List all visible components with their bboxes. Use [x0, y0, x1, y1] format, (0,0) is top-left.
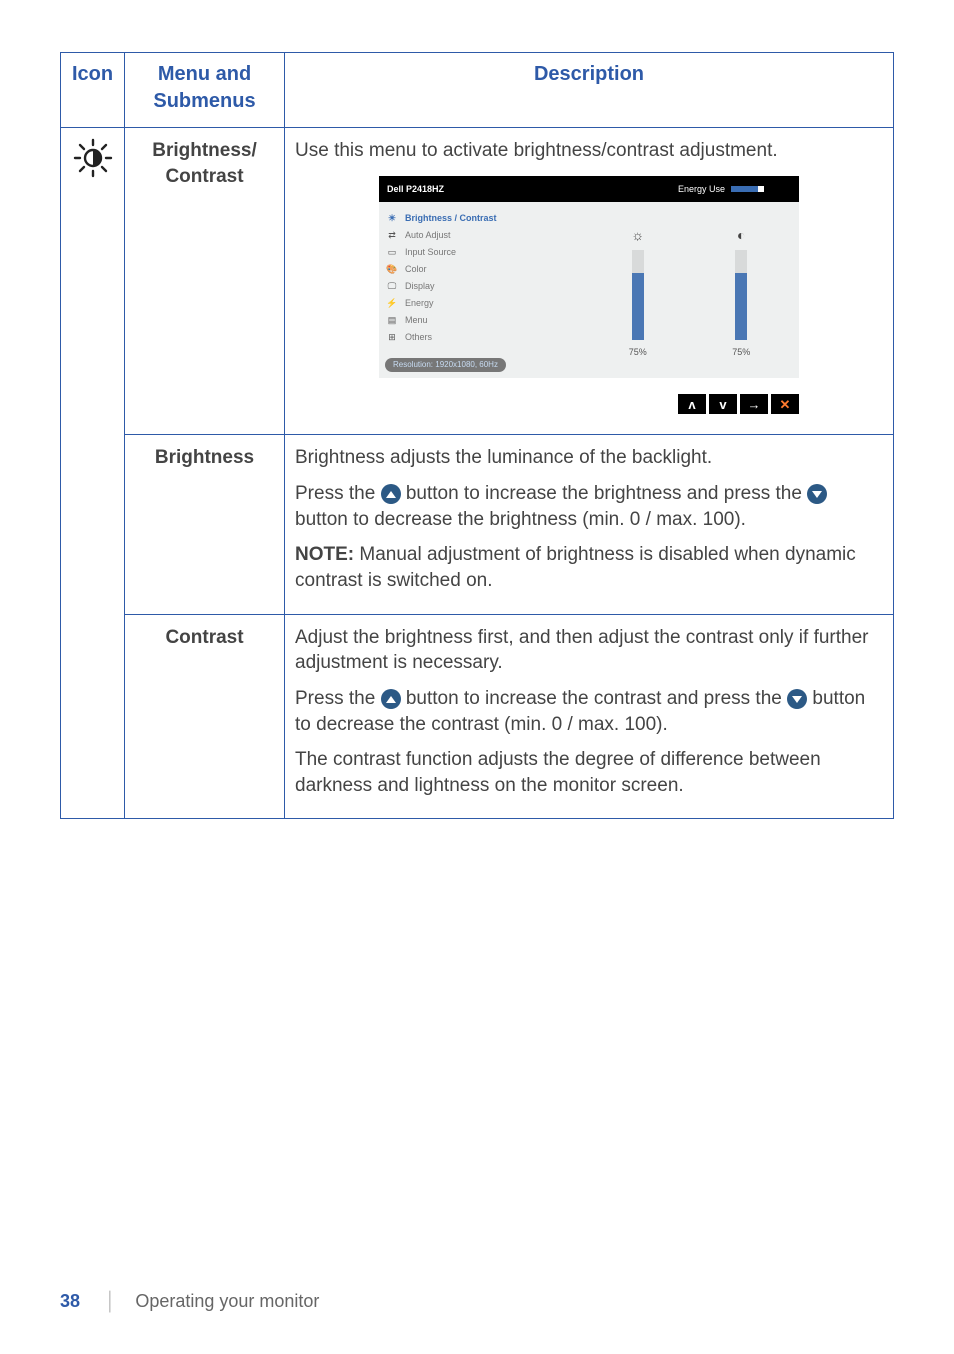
contrast-value: 75%	[732, 346, 750, 358]
page-footer: 38 │ Operating your monitor	[60, 1291, 319, 1312]
osd-menu-list: ☀Brightness / Contrast ⇄Auto Adjust ▭Inp…	[379, 202, 580, 379]
contrast-bar	[735, 250, 747, 340]
brightness-icon	[73, 138, 113, 178]
osd-item-others: ⊞Others	[385, 329, 574, 346]
osd-model: Dell P2418HZ	[387, 183, 444, 195]
header-description: Description	[285, 53, 894, 128]
brightness-p2: Press the button to increase the brightn…	[295, 481, 883, 532]
osd-energy-bar	[731, 186, 791, 192]
osd-item-menu: ▤Menu	[385, 312, 574, 329]
brightness-note: NOTE: Manual adjustment of brightness is…	[295, 542, 883, 593]
osd-screenshot: Dell P2418HZ Energy Use ☀Brightness / Co…	[379, 176, 799, 415]
brightness-glyph-icon: ☼	[631, 226, 644, 245]
contrast-p1: Adjust the brightness first, and then ad…	[295, 625, 883, 676]
contrast-glyph-icon: ◐	[737, 226, 745, 245]
osd-close-button: ✕	[771, 394, 799, 414]
note-label: NOTE:	[295, 544, 354, 565]
contrast-description: Adjust the brightness first, and then ad…	[285, 614, 894, 819]
brightness-value: 75%	[629, 346, 647, 358]
contrast-label: Contrast	[125, 614, 285, 819]
others-icon: ⊞	[385, 331, 399, 343]
header-menu: Menu and Submenus	[125, 53, 285, 128]
contrast-slider: ◐ 75%	[732, 226, 750, 359]
brightness-bar	[632, 250, 644, 340]
energy-icon: ⚡	[385, 297, 399, 309]
osd-right-button: →	[740, 394, 768, 414]
down-button-icon	[787, 689, 807, 709]
sun-icon: ☀	[385, 212, 399, 224]
osd-resolution: Resolution: 1920x1080, 60Hz	[385, 358, 506, 373]
osd-up-button: ʌ	[678, 394, 706, 414]
up-button-icon	[381, 689, 401, 709]
contrast-p2: Press the button to increase the contras…	[295, 686, 883, 737]
input-icon: ▭	[385, 246, 399, 258]
osd-item-energy: ⚡Energy	[385, 295, 574, 312]
table-header-row: Icon Menu and Submenus Description	[61, 53, 894, 128]
brightness-contrast-menu-cell: Brightness/ Contrast	[125, 128, 285, 435]
contrast-fill	[735, 273, 747, 341]
osd-reference-table: Icon Menu and Submenus Description	[60, 52, 894, 819]
brightness-fill	[632, 273, 644, 341]
brightness-description: Brightness adjusts the luminance of the …	[285, 435, 894, 614]
osd-energy-label: Energy Use	[678, 183, 725, 195]
contrast-p3: The contrast function adjusts the degree…	[295, 747, 883, 798]
osd-down-button: v	[709, 394, 737, 414]
osd-nav-buttons: ʌ v → ✕	[379, 394, 799, 414]
table-row: Brightness/ Contrast Use this menu to ac…	[61, 128, 894, 435]
osd-item-input-source: ▭Input Source	[385, 244, 574, 261]
osd-item-auto-adjust: ⇄Auto Adjust	[385, 227, 574, 244]
brightness-label: Brightness	[125, 435, 285, 614]
brightness-contrast-description: Use this menu to activate brightness/con…	[285, 128, 894, 435]
display-icon: 🖵	[385, 280, 399, 292]
menu-icon: ▤	[385, 314, 399, 326]
section-title: Operating your monitor	[135, 1291, 319, 1311]
brightness-slider: ☼ 75%	[629, 226, 647, 359]
osd-sliders: ☼ 75% ◐ 75%	[580, 202, 799, 379]
down-button-icon	[807, 484, 827, 504]
osd-item-display: 🖵Display	[385, 278, 574, 295]
color-icon: 🎨	[385, 263, 399, 275]
table-row: Brightness Brightness adjusts the lumina…	[61, 435, 894, 614]
menu-label-line2: Contrast	[165, 166, 243, 187]
osd-item-brightness-contrast: ☀Brightness / Contrast	[385, 210, 574, 227]
menu-label-line1: Brightness/	[152, 140, 257, 161]
brightness-p1: Brightness adjusts the luminance of the …	[295, 445, 883, 471]
up-button-icon	[381, 484, 401, 504]
auto-icon: ⇄	[385, 229, 399, 241]
bc-lead-text: Use this menu to activate brightness/con…	[295, 138, 883, 164]
osd-header: Dell P2418HZ Energy Use	[379, 176, 799, 202]
osd-item-color: 🎨Color	[385, 261, 574, 278]
page-number: 38	[60, 1291, 80, 1311]
footer-separator: │	[105, 1291, 116, 1311]
brightness-contrast-icon-cell	[61, 128, 125, 819]
header-icon: Icon	[61, 53, 125, 128]
table-row: Contrast Adjust the brightness first, an…	[61, 614, 894, 819]
osd-body: ☀Brightness / Contrast ⇄Auto Adjust ▭Inp…	[379, 202, 799, 379]
